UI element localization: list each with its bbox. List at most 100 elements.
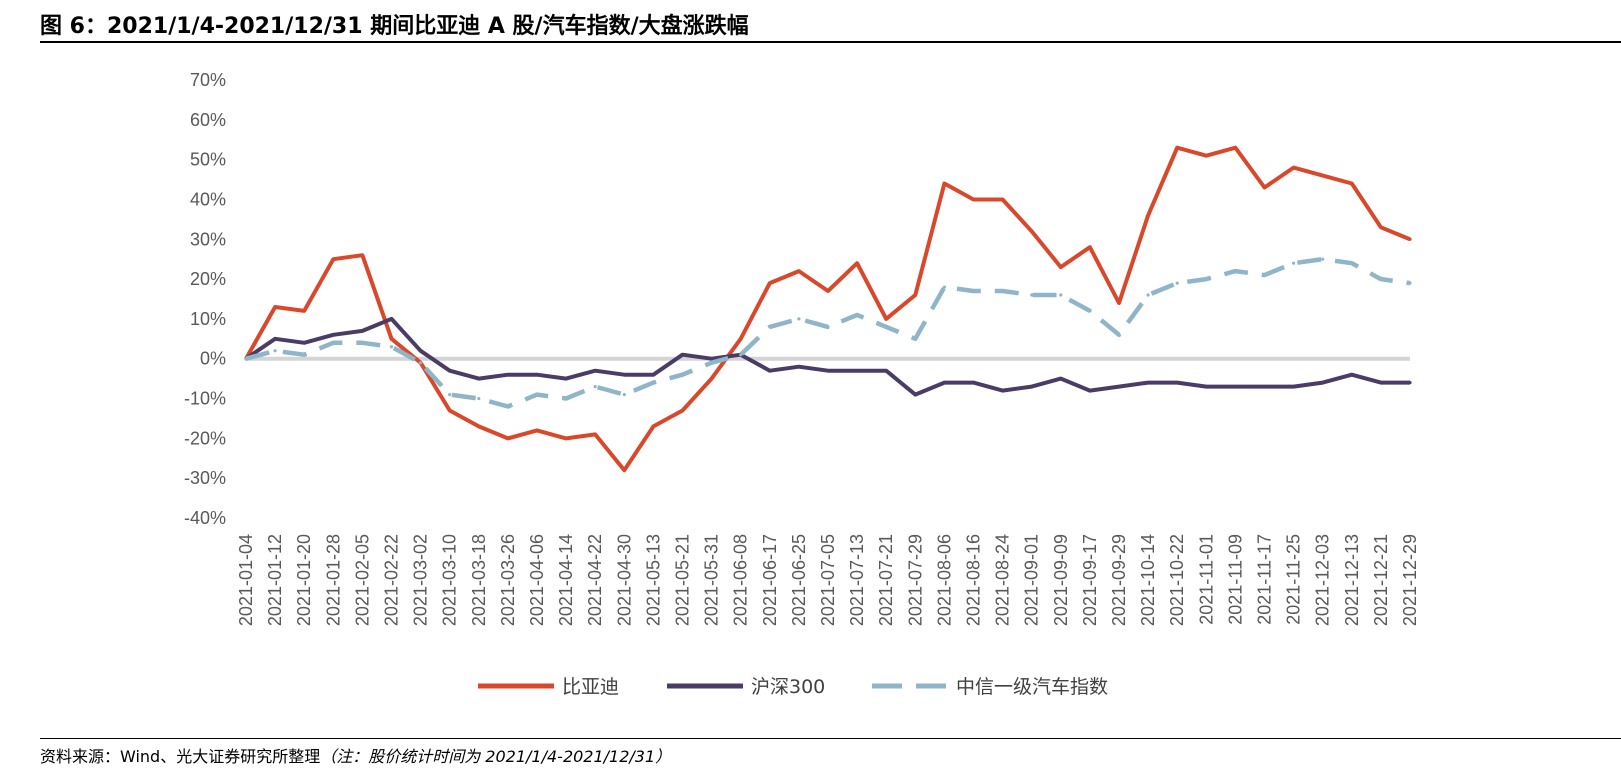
- y-tick-label: 40%: [190, 189, 226, 209]
- data-point: [302, 341, 306, 345]
- data-point: [360, 341, 364, 345]
- data-point: [448, 408, 452, 413]
- data-point: [564, 377, 568, 381]
- data-point: [1146, 293, 1150, 297]
- x-tick-label: 2021-12-29: [1400, 534, 1420, 626]
- x-tick-label: 2021-10-22: [1167, 534, 1187, 626]
- data-point: [331, 333, 335, 337]
- data-point: [1175, 381, 1179, 385]
- data-point: [651, 381, 656, 385]
- data-point: [913, 293, 917, 297]
- data-point: [1175, 281, 1179, 285]
- x-tick-label: 2021-09-17: [1080, 534, 1100, 626]
- data-point: [826, 369, 830, 373]
- x-tick-label: 2021-12-21: [1371, 534, 1391, 626]
- data-point: [1001, 289, 1005, 293]
- y-tick-label: 30%: [190, 229, 226, 249]
- y-tick-label: -20%: [184, 428, 226, 448]
- x-tick-label: 2021-12-03: [1313, 534, 1333, 626]
- data-point: [535, 392, 539, 397]
- x-tick-label: 2021-01-04: [236, 534, 256, 626]
- data-point: [302, 353, 306, 357]
- data-point: [913, 337, 917, 341]
- x-tick-label: 2021-11-09: [1225, 534, 1245, 625]
- data-point: [273, 305, 277, 309]
- data-point: [651, 373, 656, 377]
- data-point: [1408, 281, 1412, 285]
- y-tick-label: -10%: [184, 389, 226, 409]
- data-point: [593, 385, 597, 389]
- data-point: [419, 361, 423, 365]
- data-point: [1262, 385, 1267, 389]
- data-point: [1001, 388, 1005, 393]
- data-point: [710, 357, 714, 361]
- data-point: [1204, 154, 1208, 158]
- data-point: [971, 381, 976, 385]
- data-point: [1379, 277, 1383, 281]
- y-axis: 70% 60% 50% 40% 30% 20% 10% 0% -10% -20% -30% -40%: [184, 70, 226, 528]
- data-point: [389, 345, 394, 349]
- data-point: [797, 365, 801, 369]
- data-point: [855, 313, 859, 317]
- x-tick-label: 2021-08-06: [934, 534, 954, 626]
- x-tick-label: 2021-03-02: [411, 534, 431, 626]
- x-tick-label: 2021-04-14: [556, 534, 576, 626]
- data-point: [942, 381, 947, 385]
- data-point: [797, 269, 801, 273]
- x-tick-label: 2021-07-13: [847, 534, 867, 626]
- data-point: [506, 404, 510, 409]
- data-point: [710, 361, 714, 365]
- data-point: [680, 408, 685, 413]
- data-point: [826, 325, 830, 329]
- data-point: [622, 373, 626, 377]
- data-point: [244, 357, 248, 361]
- x-tick-label: 2021-10-14: [1138, 534, 1158, 626]
- data-point: [273, 349, 277, 353]
- x-tick-label: 2021-03-10: [440, 534, 460, 626]
- legend: 比亚迪 沪深300 中信一级汽车指数: [478, 676, 1108, 698]
- x-tick-label: 2021-07-29: [905, 534, 925, 626]
- data-point: [855, 261, 859, 265]
- data-point: [1292, 261, 1296, 265]
- y-tick-label: -30%: [184, 468, 226, 488]
- data-point: [506, 373, 510, 377]
- x-tick-label: 2021-09-09: [1051, 534, 1071, 626]
- data-point: [360, 253, 364, 257]
- data-point: [477, 424, 481, 429]
- data-point: [1379, 225, 1383, 229]
- series-layer: [244, 145, 1412, 473]
- legend-label: 比亚迪: [562, 676, 619, 698]
- source-note: 资料来源：Wind、光大证券研究所整理（注：股价统计时间为 2021/1/4-2…: [40, 743, 671, 767]
- x-tick-label: 2021-08-24: [993, 534, 1013, 626]
- data-point: [1204, 277, 1208, 281]
- data-point: [710, 377, 714, 381]
- x-tick-label: 2021-06-08: [731, 534, 751, 626]
- y-tick-label: 0%: [200, 349, 226, 369]
- data-point: [1030, 385, 1034, 389]
- x-tick-label: 2021-05-31: [702, 534, 722, 626]
- y-tick-label: 10%: [190, 309, 226, 329]
- x-tick-label: 2021-02-22: [382, 534, 402, 626]
- data-point: [826, 289, 830, 293]
- data-point: [884, 369, 888, 373]
- data-point: [1030, 293, 1034, 297]
- x-tick-label: 2021-04-30: [614, 534, 634, 626]
- data-point: [739, 353, 743, 357]
- data-point: [884, 317, 888, 321]
- x-tick-label: 2021-03-26: [498, 534, 518, 626]
- data-point: [1233, 269, 1237, 273]
- data-point: [1262, 185, 1267, 190]
- x-tick-label: 2021-05-13: [643, 534, 663, 626]
- data-point: [302, 309, 306, 313]
- data-point: [622, 392, 626, 397]
- data-point: [593, 369, 597, 373]
- data-point: [564, 436, 568, 440]
- source-footnote: （注：股价统计时间为 2021/1/4-2021/12/31）: [320, 747, 672, 766]
- data-point: [1146, 213, 1150, 217]
- data-point: [971, 197, 976, 202]
- data-point: [739, 337, 743, 341]
- data-point: [1059, 293, 1063, 297]
- x-tick-label: 2021-07-05: [818, 534, 838, 626]
- data-point: [768, 369, 772, 373]
- data-point: [855, 369, 859, 373]
